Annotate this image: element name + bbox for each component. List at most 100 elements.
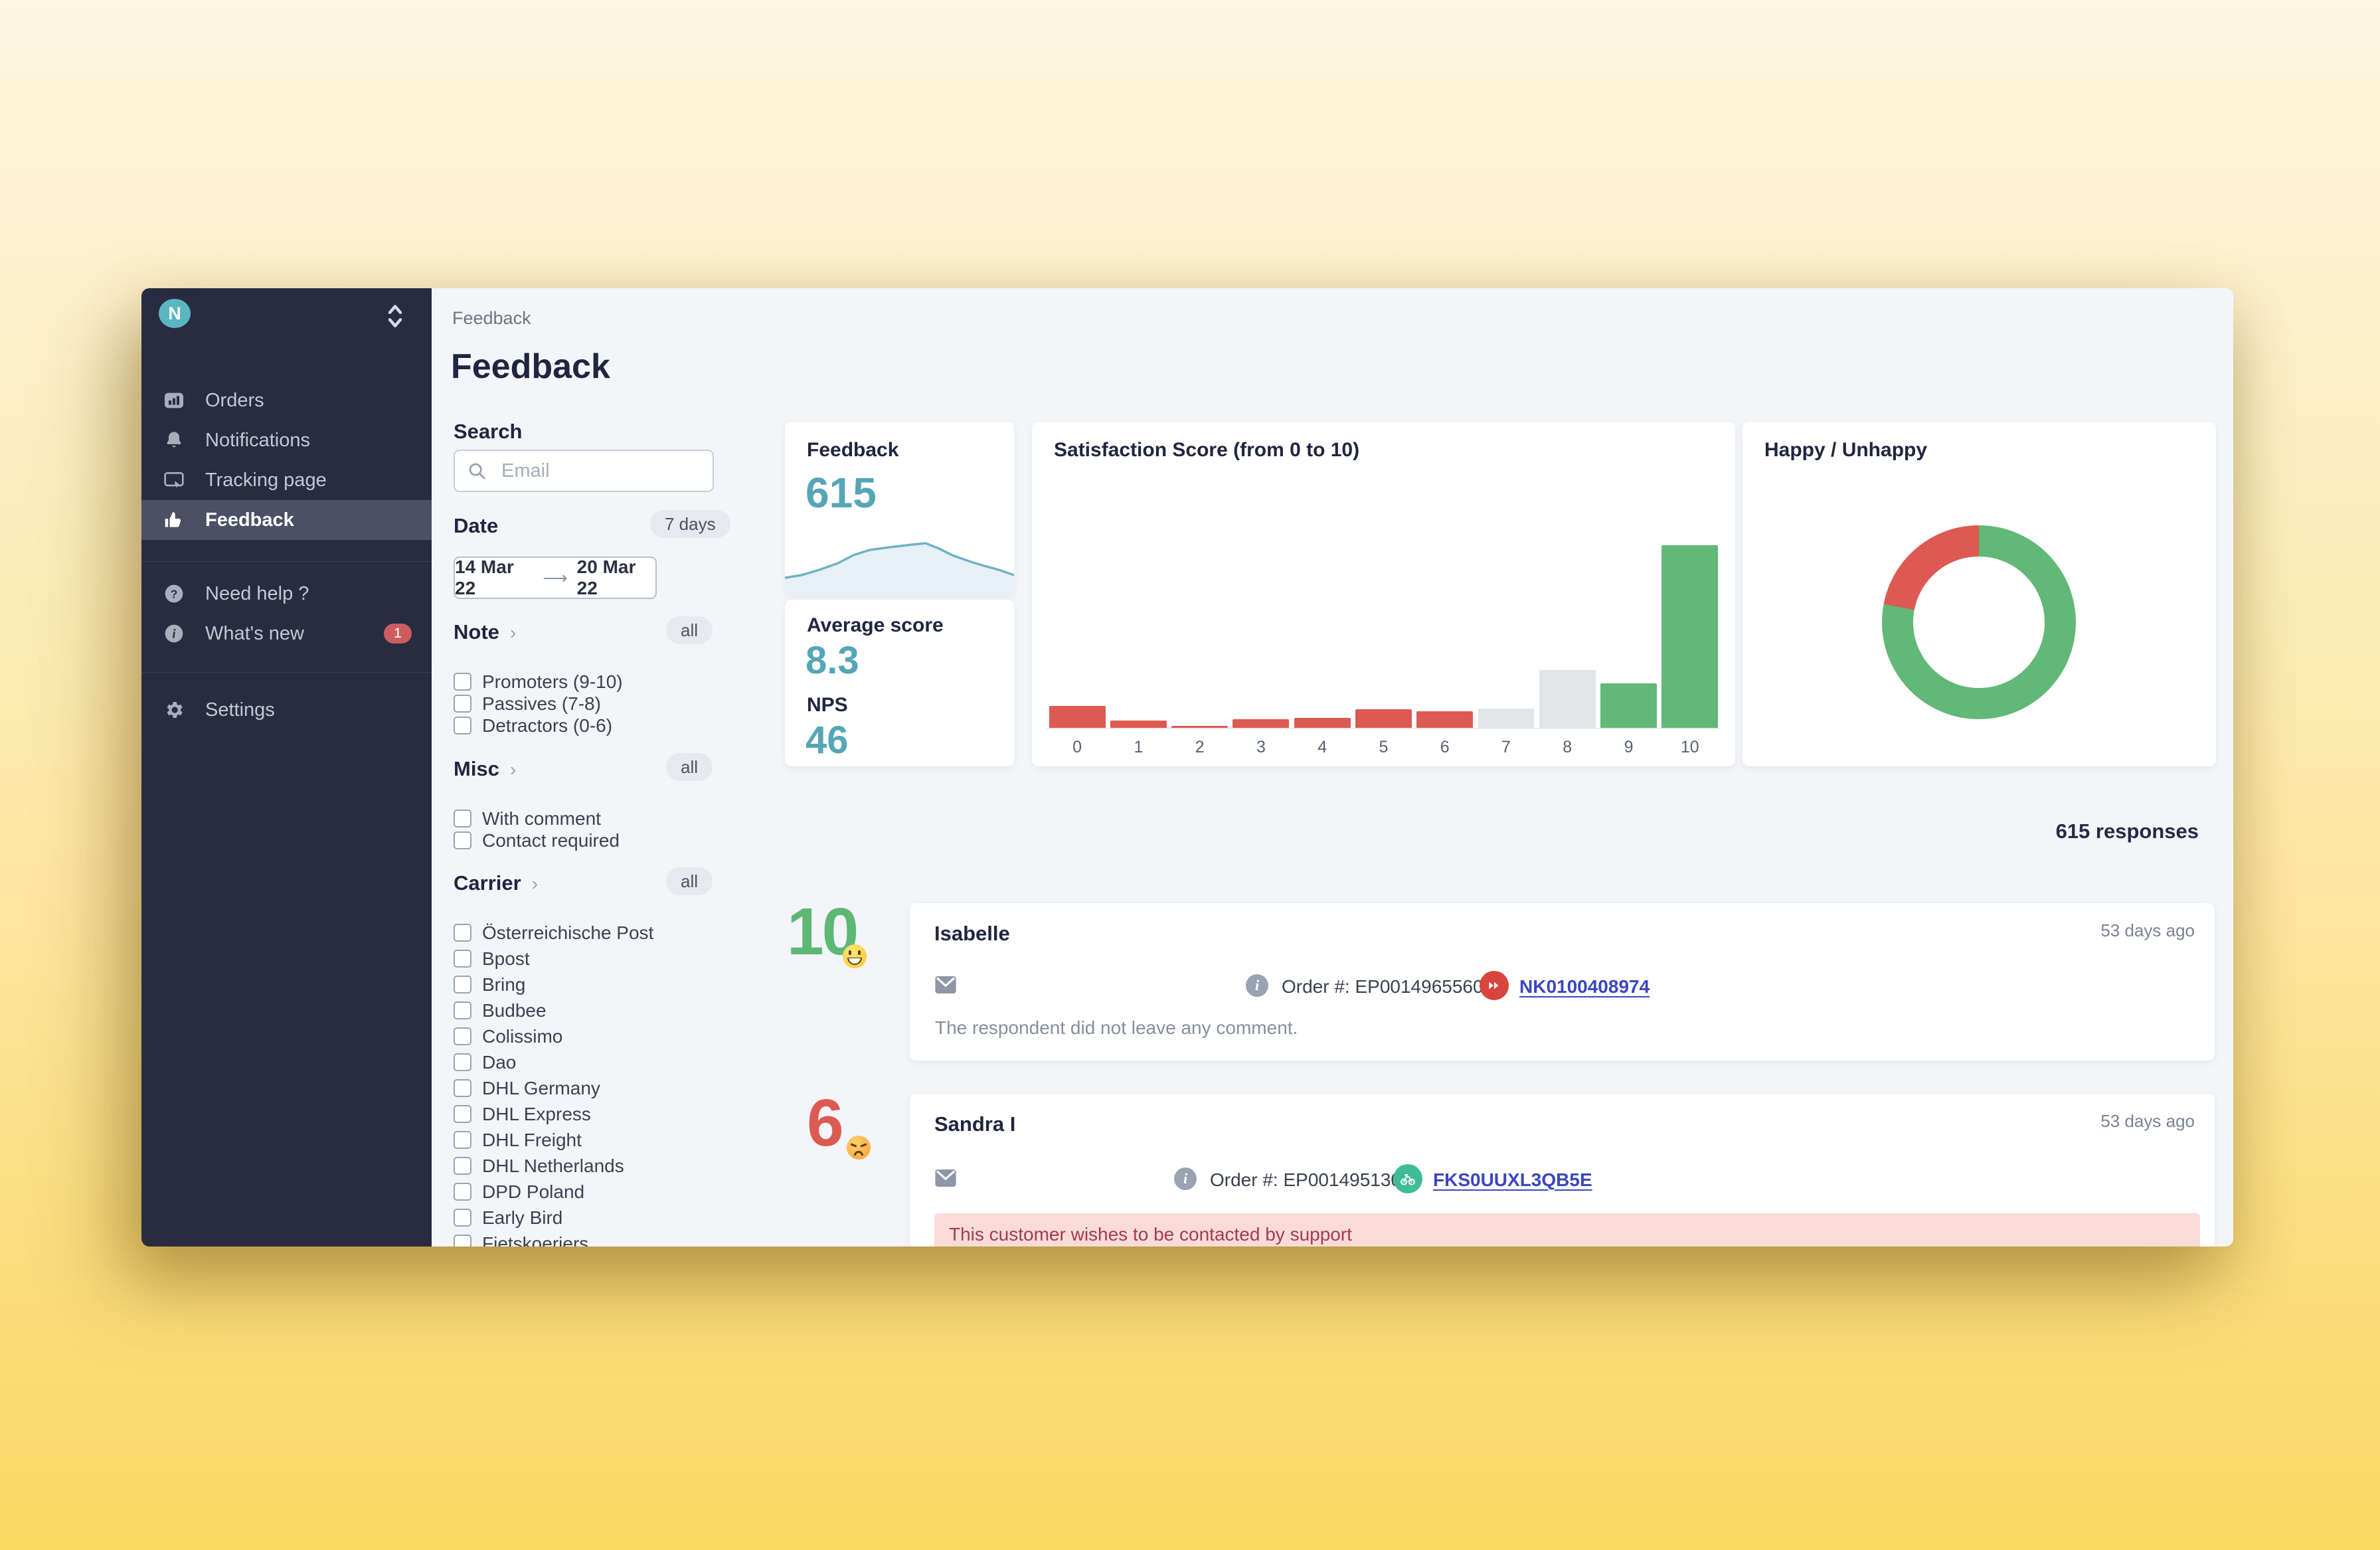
search-input[interactable] <box>501 460 687 482</box>
satisfaction-score-card: Satisfaction Score (from 0 to 10) 0 1 2 3 4 5… <box>1032 422 1735 766</box>
carrier-checkbox[interactable] <box>454 1001 471 1019</box>
bar-score-7 <box>1476 543 1537 728</box>
happy-unhappy-card: Happy / Unhappy <box>1742 422 2216 766</box>
contact-required-checkbox[interactable] <box>454 831 471 849</box>
average-score-value: 8.3 <box>806 639 859 682</box>
note-section-label[interactable]: Note › <box>454 620 517 644</box>
browser-cursor-icon <box>163 469 185 491</box>
misc-all-badge: all <box>666 753 713 781</box>
nps-label: NPS <box>807 694 848 716</box>
sidebar-item-label: Settings <box>205 699 275 721</box>
date-range-picker[interactable]: 14 Mar 22 ⟶ 20 Mar 22 <box>454 557 657 599</box>
thumbs-up-icon <box>163 509 185 531</box>
bar-score-5 <box>1353 543 1414 728</box>
tracking-number-link[interactable]: FKS0UUXL3QB5E <box>1433 1169 1592 1190</box>
bar-score-8 <box>1537 543 1598 728</box>
question-circle-icon: ? <box>163 582 185 605</box>
bar-score-10 <box>1659 543 1721 728</box>
sidebar-item-notifications[interactable]: Notifications <box>141 420 432 460</box>
angry-face-icon <box>847 1136 871 1160</box>
chevron-right-icon: › <box>531 873 539 894</box>
passives-checkbox[interactable] <box>454 695 471 713</box>
carrier-all-badge: all <box>666 867 713 895</box>
carrier-checkbox[interactable] <box>454 1027 471 1045</box>
up-down-chevron-icon <box>388 305 402 327</box>
carrier-checkbox[interactable] <box>454 1079 471 1097</box>
sidebar-item-settings[interactable]: Settings <box>141 690 432 730</box>
order-number: Order #: EP0014951307 <box>1210 1169 1412 1190</box>
x-tick-label: 4 <box>1318 738 1327 756</box>
satisfaction-bars <box>1047 543 1721 729</box>
chart-title: Satisfaction Score (from 0 to 10) <box>1054 439 1360 461</box>
carrier-checkbox[interactable] <box>454 976 471 993</box>
carrier-checkbox[interactable] <box>454 1235 471 1247</box>
avatar[interactable]: N <box>159 299 191 328</box>
carrier-checkbox-row: Bring <box>454 974 653 995</box>
score-card: Average score 8.3 NPS 46 <box>785 600 1014 766</box>
x-tick-label: 6 <box>1440 738 1450 756</box>
carrier-checkbox[interactable] <box>454 1209 471 1227</box>
entry-meta-row: i Order #: EP0014951307 FKS0UUXL3QB5E <box>910 1164 2215 1193</box>
arrow-right-icon: ⟶ <box>543 567 568 588</box>
carrier-label: DHL Netherlands <box>482 1155 624 1176</box>
sidebar-item-label: Notifications <box>205 429 310 451</box>
info-icon: i <box>1246 974 1268 997</box>
feedback-entry: Sandra I 53 days ago i Order #: EP001495… <box>910 1094 2215 1247</box>
satisfaction-x-axis: 0 1 2 3 4 5 6 7 8 9 10 <box>1047 738 1721 757</box>
detractors-checkbox[interactable] <box>454 717 471 734</box>
x-tick-label: 8 <box>1563 738 1572 756</box>
filter-checkbox-detractors: Detractors (0-6) <box>454 715 612 736</box>
x-tick-label: 9 <box>1624 738 1634 756</box>
sidebar-item-label: Feedback <box>205 509 294 531</box>
customer-name: Isabelle <box>934 922 1010 945</box>
carrier-checkbox[interactable] <box>454 1053 471 1071</box>
bar-chart-icon <box>163 389 185 412</box>
search-section-label: Search <box>454 420 523 443</box>
sidebar-item-feedback[interactable]: Feedback <box>141 500 432 540</box>
carrier-checkbox-row: DHL Netherlands <box>454 1155 653 1177</box>
gear-icon <box>163 699 185 721</box>
with-comment-checkbox[interactable] <box>454 810 471 827</box>
collapse-sidebar-button[interactable] <box>384 303 406 329</box>
sidebar: N Orders Notifications <box>141 288 432 1247</box>
carrier-label: Early Bird <box>482 1207 563 1228</box>
tracking-number-link[interactable]: NK0100408974 <box>1519 976 1650 997</box>
carrier-section-label[interactable]: Carrier › <box>454 871 539 895</box>
carrier-label: DHL Germany <box>482 1077 600 1098</box>
x-tick-label: 0 <box>1072 738 1082 756</box>
carrier-logo-icon <box>1393 1164 1422 1193</box>
carrier-checkbox[interactable] <box>454 1131 471 1149</box>
carrier-checkbox[interactable] <box>454 1157 471 1175</box>
sidebar-item-need-help[interactable]: ? Need help ? <box>141 574 432 614</box>
sidebar-divider <box>141 561 432 562</box>
carrier-checkbox-row: DHL Germany <box>454 1077 653 1099</box>
nps-value: 46 <box>806 719 849 762</box>
note-all-badge: all <box>666 616 713 644</box>
carrier-checkbox-row: Colissimo <box>454 1025 653 1047</box>
sidebar-item-tracking-page[interactable]: Tracking page <box>141 460 432 500</box>
bar-score-1 <box>1108 543 1169 728</box>
search-icon <box>469 463 485 479</box>
carrier-checkbox[interactable] <box>454 924 471 942</box>
carrier-label: DHL Freight <box>482 1129 582 1150</box>
entry-timestamp: 53 days ago <box>2100 920 2195 940</box>
sidebar-item-whats-new[interactable]: i What's new 1 <box>141 614 432 653</box>
carrier-checkbox-row: Bpost <box>454 948 653 970</box>
misc-section-label[interactable]: Misc › <box>454 757 517 780</box>
carrier-checkbox-row: Fietskoeriers <box>454 1233 653 1247</box>
carrier-label: DHL Express <box>482 1103 591 1124</box>
feedback-entry: Isabelle 53 days ago i Order #: EP001496… <box>910 903 2215 1061</box>
bar-score-3 <box>1231 543 1292 728</box>
envelope-icon[interactable] <box>935 1169 956 1187</box>
sidebar-item-label: What's new <box>205 622 304 644</box>
sidebar-item-orders[interactable]: Orders <box>141 381 432 420</box>
promoters-checkbox[interactable] <box>454 673 471 691</box>
search-input-wrapper <box>454 450 714 492</box>
x-tick-label: 1 <box>1134 738 1144 756</box>
envelope-icon[interactable] <box>935 976 956 993</box>
carrier-checkbox[interactable] <box>454 1105 471 1123</box>
carrier-checkbox[interactable] <box>454 1183 471 1201</box>
x-tick-label: 5 <box>1379 738 1389 756</box>
carrier-label: DPD Poland <box>482 1181 585 1202</box>
carrier-checkbox[interactable] <box>454 950 471 968</box>
